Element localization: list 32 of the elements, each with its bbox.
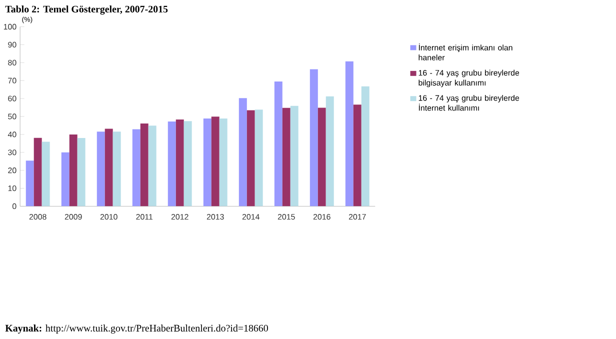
bar [345,61,354,206]
bar [148,126,156,206]
chart-title: Tablo 2: Temel Göstergeler, 2007-2015 [5,5,168,15]
bar [274,81,282,206]
bar [211,116,220,206]
bar [219,118,228,206]
bar [318,108,326,206]
bar [132,129,140,206]
bar [140,123,148,206]
bar [26,160,34,206]
bar [282,108,290,206]
bar [104,128,113,206]
bar [184,121,192,206]
text: Kaynak: http://www.tuik.gov.tr/PreHaberBultenleri.do?id=18660 [5,324,268,334]
bar [310,69,318,206]
bar [290,106,298,206]
bar [168,121,176,206]
bar [61,152,70,206]
bar [96,132,105,206]
bar [353,104,362,206]
bar [203,118,212,206]
bar [34,138,42,206]
bar [176,119,184,206]
bar [238,98,247,206]
bar [361,86,370,206]
bar [112,132,121,206]
bar [42,142,50,206]
bar [326,96,334,206]
bar [254,110,263,206]
bar [77,138,86,206]
bar [246,110,255,206]
bar [69,134,78,206]
